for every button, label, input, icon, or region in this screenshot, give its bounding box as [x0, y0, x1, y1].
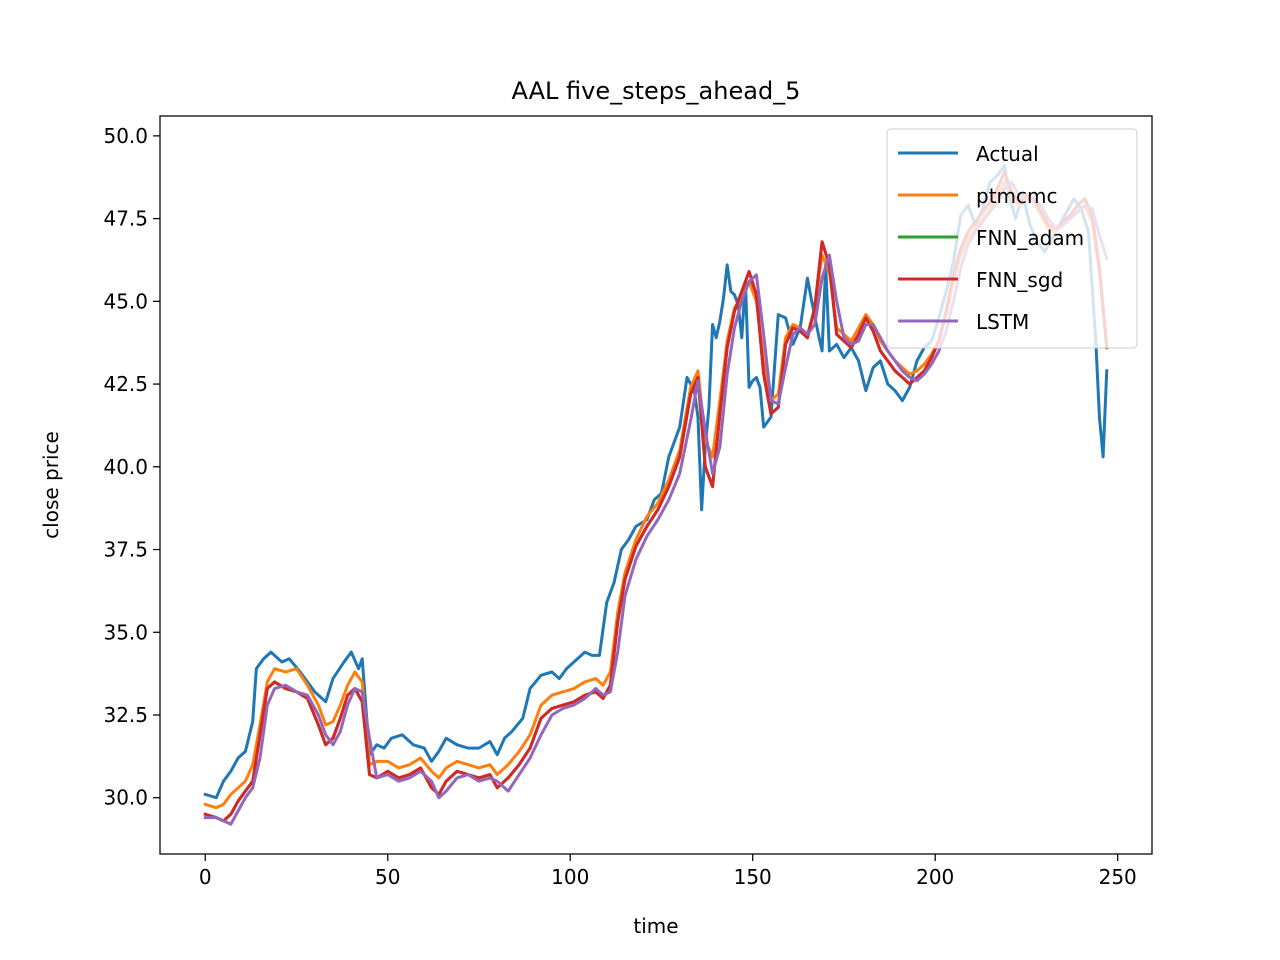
- y-tick-label: 45.0: [103, 289, 148, 313]
- x-tick-label: 200: [916, 865, 954, 889]
- x-tick-label: 50: [375, 865, 400, 889]
- y-axis-label: close price: [39, 431, 63, 539]
- legend-label: FNN_sgd: [976, 268, 1063, 292]
- y-tick-label: 40.0: [103, 455, 148, 479]
- legend-label: Actual: [976, 142, 1039, 166]
- x-axis: 0 50 100 150 200 250: [199, 854, 1137, 889]
- x-tick-label: 100: [551, 865, 589, 889]
- x-axis-label: time: [633, 914, 678, 938]
- x-tick-label: 250: [1099, 865, 1137, 889]
- y-tick-label: 37.5: [103, 538, 148, 562]
- y-axis: 30.0 32.5 35.0 37.5 40.0 42.5 45.0 47.5 50.0: [103, 124, 160, 810]
- y-tick-label: 47.5: [103, 207, 148, 231]
- plot-frame: [159, 115, 1153, 855]
- y-tick-label: 42.5: [103, 372, 148, 396]
- x-tick-label: 0: [199, 865, 212, 889]
- y-tick-label: 35.0: [103, 620, 148, 644]
- x-tick-label: 150: [734, 865, 772, 889]
- y-tick-label: 30.0: [103, 786, 148, 810]
- legend: Actual ptmcmc FNN_adam FNN_sgd LSTM: [886, 128, 1138, 349]
- legend-label: LSTM: [976, 310, 1029, 334]
- chart-title: AAL five_steps_ahead_5: [512, 77, 801, 105]
- y-tick-label: 50.0: [103, 124, 148, 148]
- legend-label: FNN_adam: [976, 226, 1084, 250]
- legend-label: ptmcmc: [976, 184, 1058, 208]
- legend-box: [886, 128, 1138, 349]
- y-tick-label: 32.5: [103, 703, 148, 727]
